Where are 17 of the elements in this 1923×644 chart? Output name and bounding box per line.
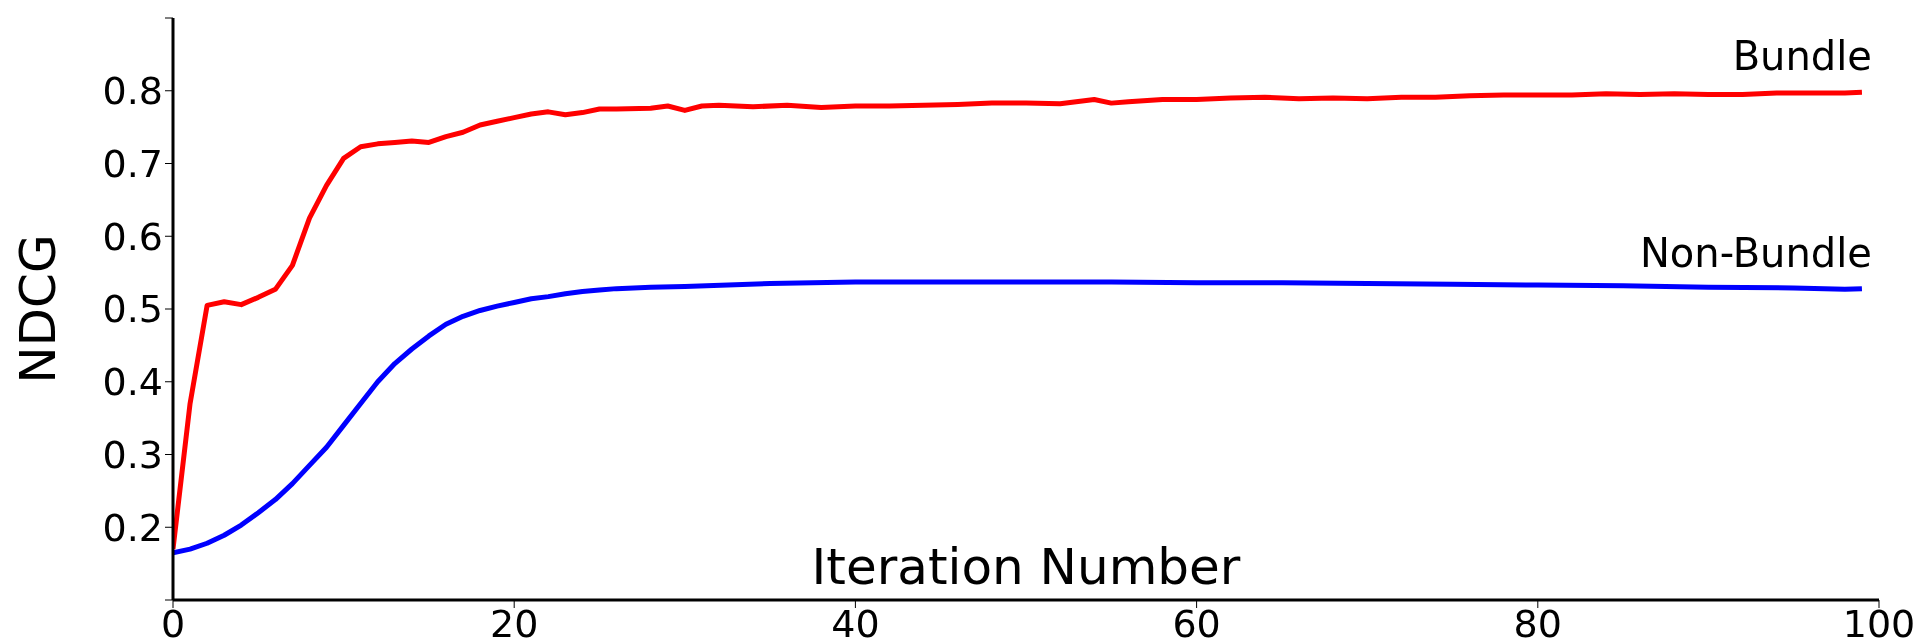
x-tick-label: 0: [160, 601, 186, 644]
y-tick-label: 0.5: [102, 287, 163, 332]
y-axis-title: NDCG: [9, 234, 67, 384]
y-tick-label: 0.6: [102, 214, 163, 259]
x-tick-label: 100: [1842, 601, 1916, 644]
x-tick-label: 80: [1513, 601, 1562, 644]
x-tick-label: 20: [490, 601, 539, 644]
y-tick-label: 0.2: [102, 505, 163, 550]
y-tick-label: 0.7: [102, 141, 163, 186]
series-label: Non-Bundle: [1639, 229, 1872, 276]
y-tick-label: 0.4: [102, 360, 163, 405]
x-tick-label: 60: [1172, 601, 1221, 644]
x-tick-label: 40: [831, 601, 880, 644]
series-label: Bundle: [1732, 33, 1872, 80]
y-tick-label: 0.8: [102, 69, 163, 114]
y-tick-label: 0.3: [102, 432, 163, 477]
x-axis-title: Iteration Number: [811, 538, 1241, 596]
